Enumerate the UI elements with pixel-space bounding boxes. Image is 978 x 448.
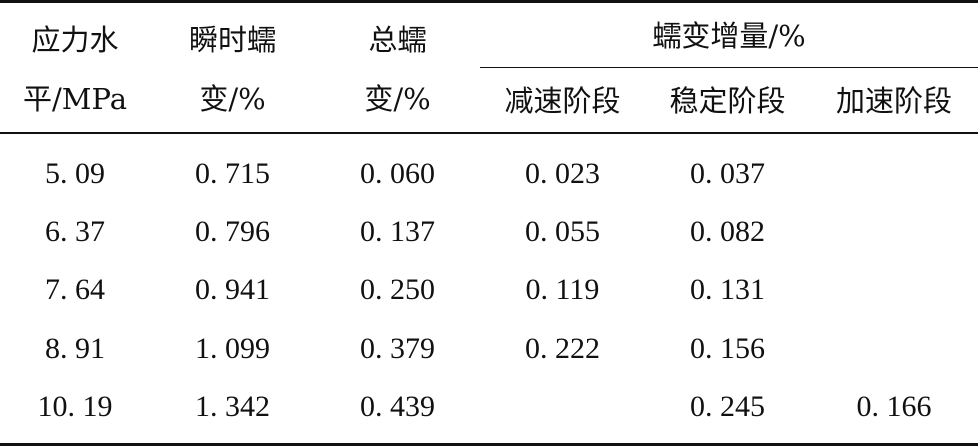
table-cell-steady: 0. 156 bbox=[690, 332, 765, 365]
table-cell-total: 0. 379 bbox=[360, 332, 435, 365]
table-cell-total: 0. 060 bbox=[360, 157, 435, 190]
header-increment-group: 蠕变增量/% bbox=[652, 19, 806, 53]
header-total-line1: 总蠕 bbox=[368, 23, 427, 57]
table-cell-steady: 0. 245 bbox=[690, 390, 765, 423]
table-top-rule bbox=[0, 0, 978, 3]
table-cell-total: 0. 439 bbox=[360, 390, 435, 423]
table-cell-stress: 8. 91 bbox=[45, 332, 105, 365]
header-phase-accel: 加速阶段 bbox=[835, 84, 952, 118]
header-phase-steady: 稳定阶段 bbox=[669, 84, 786, 118]
table-cell-stress: 6. 37 bbox=[45, 215, 105, 248]
table-cell-accel: 0. 166 bbox=[856, 390, 932, 423]
table-cell-total: 0. 137 bbox=[360, 215, 435, 248]
table-cell-steady: 0. 131 bbox=[690, 273, 765, 306]
table-cell-stress: 5. 09 bbox=[45, 157, 105, 190]
table-cell-steady: 0. 037 bbox=[690, 157, 765, 190]
table-cell-instant: 0. 941 bbox=[195, 273, 270, 306]
table-cell-decel: 0. 222 bbox=[525, 332, 600, 365]
header-instant-line1: 瞬时蠕 bbox=[188, 23, 276, 57]
table-cell-steady: 0. 082 bbox=[690, 215, 765, 248]
table-bottom-rule bbox=[0, 443, 978, 446]
header-stress-line1: 应力水 bbox=[31, 23, 119, 57]
header-stress-line2: 平/MPa bbox=[23, 82, 127, 116]
table-cell-decel: 0. 055 bbox=[525, 215, 600, 248]
table-cell-instant: 0. 796 bbox=[195, 215, 270, 248]
table-cell-stress: 7. 64 bbox=[45, 273, 105, 306]
table-cell-instant: 0. 715 bbox=[195, 157, 270, 190]
header-bottom-rule bbox=[0, 132, 978, 134]
table-cell-total: 0. 250 bbox=[360, 273, 435, 306]
header-total-line2: 变/% bbox=[364, 82, 431, 116]
table-cell-instant: 1. 342 bbox=[195, 390, 270, 423]
table-cell-stress: 10. 19 bbox=[37, 390, 113, 423]
header-phase-decel: 减速阶段 bbox=[504, 84, 621, 118]
table-cell-decel: 0. 119 bbox=[525, 273, 600, 306]
header-instant-line2: 变/% bbox=[199, 82, 266, 116]
table-cell-instant: 1. 099 bbox=[195, 332, 270, 365]
group-header-rule bbox=[480, 67, 978, 68]
table-cell-decel: 0. 023 bbox=[525, 157, 600, 190]
